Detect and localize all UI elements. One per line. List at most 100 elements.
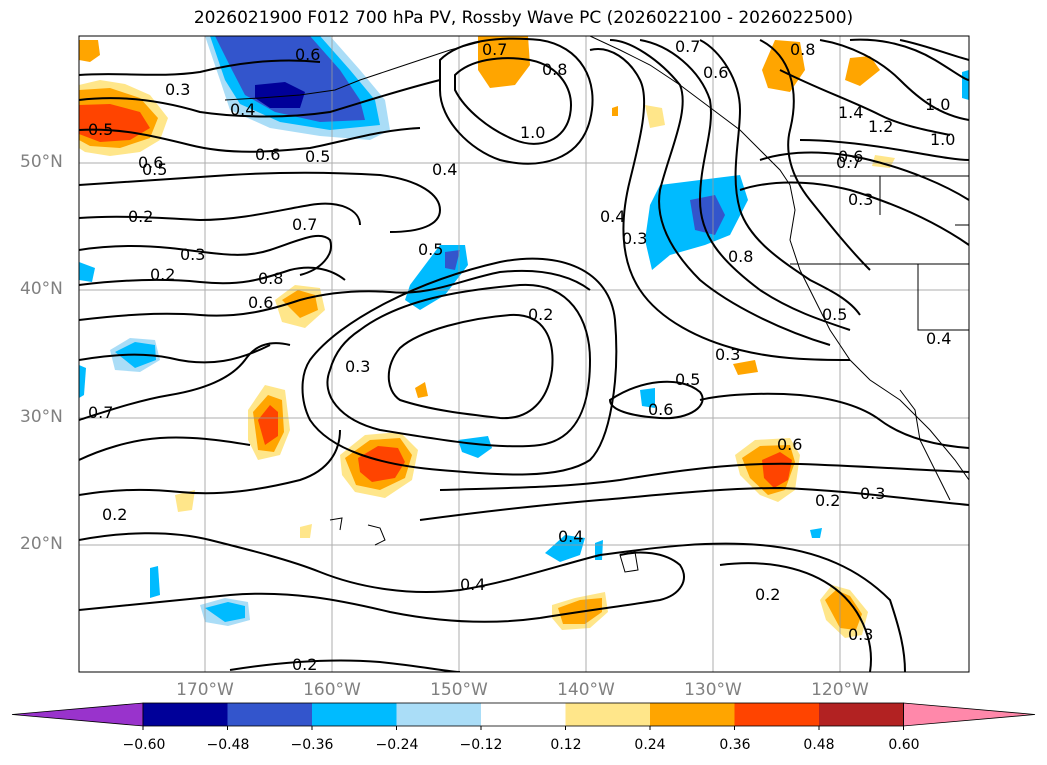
anomaly-negative (962, 70, 969, 100)
contour-label: 1.0 (520, 123, 545, 142)
lon-label: 160°W (303, 680, 361, 700)
contour-label: 0.6 (648, 400, 673, 419)
colorbar-tick: −0.48 (206, 737, 250, 753)
anomaly-positive (358, 446, 405, 482)
colorbar-tick: 0.60 (888, 737, 920, 753)
contour-label: 0.6 (777, 435, 802, 454)
contour-label: 0.8 (542, 60, 567, 79)
contour-label: 0.3 (165, 80, 190, 99)
anomaly-positive (825, 590, 862, 630)
contour-label: 0.3 (622, 229, 647, 248)
anomaly-positive (762, 452, 792, 488)
colorbar-tick: 0.36 (719, 737, 751, 753)
colorbar-swatch (734, 703, 820, 726)
anomaly-negative (79, 365, 86, 398)
colorbar (11, 702, 1036, 730)
contour-label: 0.6 (295, 45, 320, 64)
colorbar-extend-max (903, 702, 1036, 727)
contour-label: 0.3 (180, 245, 205, 264)
anomaly-positive (762, 40, 805, 92)
contour-label: 1.2 (868, 117, 893, 136)
contour-label: 1.0 (925, 95, 950, 114)
colorbar-swatch (227, 703, 313, 726)
anomaly-negative (215, 36, 365, 122)
anomaly-negative (445, 250, 460, 270)
contour-label: 0.3 (848, 625, 873, 644)
contour-label: 0.7 (675, 37, 700, 56)
contour-label: 0.5 (142, 160, 167, 179)
contour-label: 0.4 (600, 207, 625, 226)
map-title: 2026021900 F012 700 hPa PV, Rossby Wave … (193, 8, 854, 28)
contour-label: 0.7 (88, 403, 113, 422)
anomaly-positive (300, 524, 312, 538)
lon-label: 120°W (811, 680, 869, 700)
plot-frame (78, 35, 970, 673)
lon-label: 150°W (430, 680, 488, 700)
contour-label: 0.6 (838, 147, 863, 166)
anomaly-negative (79, 262, 95, 282)
colorbar-tick: 0.12 (550, 737, 582, 753)
contour-label: 0.4 (926, 329, 951, 348)
colorbar-swatch (650, 703, 735, 726)
colorbar-swatch (819, 703, 904, 726)
colorbar-tick: −0.60 (122, 737, 166, 753)
anomaly-positive (478, 36, 530, 88)
anomaly-negative (205, 602, 245, 622)
contour-label: 0.5 (418, 240, 443, 259)
colorbar-tick: −0.12 (459, 737, 503, 753)
anomaly-negative (458, 436, 492, 458)
contour-label: 0.6 (248, 293, 273, 312)
contour-label: 0.2 (528, 305, 553, 324)
contour-label: 0.5 (88, 120, 113, 139)
contour-label: 1.4 (838, 103, 863, 122)
anomaly-positive (415, 382, 428, 398)
contour-label: 0.4 (230, 100, 255, 119)
map-plot-area: 0.6 0.7 0.8 0.7 0.6 0.8 0.3 0.4 0.5 0.5 … (79, 36, 969, 672)
contour-label: 0.6 (138, 153, 163, 172)
anomaly-positive (79, 40, 100, 62)
lat-label: 40°N (20, 279, 63, 299)
lat-label: 20°N (20, 534, 63, 554)
contour-label: 0.4 (460, 575, 485, 594)
anomaly-negative (255, 82, 305, 108)
contour-label: 0.8 (728, 247, 753, 266)
colorbar-extend-min (11, 702, 144, 727)
anomaly-positive (733, 360, 758, 375)
contour-label: 0.2 (815, 491, 840, 510)
contour-label: 0.2 (102, 505, 127, 524)
colorbar-frame (142, 702, 904, 727)
anomaly-negative (150, 566, 160, 598)
anomaly-positive (258, 405, 278, 445)
pv-contours (79, 37, 969, 672)
contour-label: 0.7 (292, 215, 317, 234)
contour-label: 0.3 (860, 484, 885, 503)
contour-label: 0.8 (258, 269, 283, 288)
lat-label: 50°N (20, 152, 63, 172)
contour-label: 0.4 (558, 527, 583, 546)
colorbar-tick: −0.36 (290, 737, 334, 753)
contour-label: 0.4 (432, 160, 457, 179)
contour-label: 0.5 (675, 370, 700, 389)
contour-label: 0.7 (836, 153, 861, 172)
contour-label: 0.3 (345, 357, 370, 376)
colorbar-swatch (481, 703, 566, 726)
contour-label: 0.2 (755, 585, 780, 604)
contour-label: 0.6 (255, 145, 280, 164)
lat-label: 30°N (20, 407, 63, 427)
contour-label: 0.6 (703, 63, 728, 82)
contour-label: 0.5 (305, 147, 330, 166)
colorbar-swatch (312, 703, 397, 726)
contour-label: 0.5 (822, 305, 847, 324)
lon-label: 130°W (684, 680, 742, 700)
colorbar-swatch (565, 703, 651, 726)
gridlines (79, 36, 969, 672)
colorbar-tick: −0.24 (375, 737, 419, 753)
contour-label: 0.8 (790, 40, 815, 59)
anomaly-negative (545, 535, 585, 562)
anomaly-negative (810, 528, 822, 538)
anomaly-negative (690, 195, 725, 235)
anomaly-positive (175, 490, 195, 512)
anomaly-positive (845, 56, 880, 86)
colorbar-tick: 0.48 (803, 737, 835, 753)
